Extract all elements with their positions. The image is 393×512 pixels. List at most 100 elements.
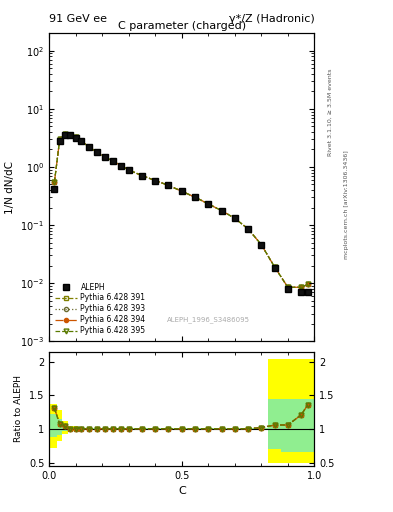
Pythia 6.428 391 bbox=[193, 194, 197, 200]
Pythia 6.428 395 bbox=[110, 158, 115, 164]
Pythia 6.428 393 bbox=[299, 284, 303, 290]
Legend: ALEPH, Pythia 6.428 391, Pythia 6.428 393, Pythia 6.428 394, Pythia 6.428 395: ALEPH, Pythia 6.428 391, Pythia 6.428 39… bbox=[53, 280, 148, 337]
Pythia 6.428 394 bbox=[52, 179, 57, 185]
Pythia 6.428 393 bbox=[233, 215, 237, 221]
Pythia 6.428 395 bbox=[272, 264, 277, 270]
Pythia 6.428 394 bbox=[166, 182, 171, 188]
Pythia 6.428 391 bbox=[73, 134, 78, 140]
Pythia 6.428 394 bbox=[79, 138, 83, 144]
Pythia 6.428 393 bbox=[63, 131, 68, 137]
Pythia 6.428 391 bbox=[86, 144, 91, 150]
Pythia 6.428 391 bbox=[233, 215, 237, 221]
ALEPH bbox=[193, 194, 197, 200]
Pythia 6.428 393 bbox=[153, 178, 158, 184]
Title: C parameter (charged): C parameter (charged) bbox=[118, 21, 246, 31]
Pythia 6.428 394 bbox=[305, 282, 310, 288]
Pythia 6.428 393 bbox=[180, 188, 184, 195]
Line: Pythia 6.428 394: Pythia 6.428 394 bbox=[52, 132, 310, 289]
Pythia 6.428 391 bbox=[110, 158, 115, 164]
Pythia 6.428 395 bbox=[166, 182, 171, 188]
Pythia 6.428 394 bbox=[233, 215, 237, 221]
ALEPH bbox=[286, 286, 290, 292]
Pythia 6.428 394 bbox=[86, 144, 91, 150]
Pythia 6.428 394 bbox=[118, 162, 123, 168]
ALEPH bbox=[79, 138, 83, 144]
Pythia 6.428 394 bbox=[140, 173, 144, 179]
Pythia 6.428 391 bbox=[305, 282, 310, 288]
ALEPH bbox=[180, 188, 184, 195]
Pythia 6.428 395 bbox=[206, 201, 211, 207]
Pythia 6.428 395 bbox=[180, 188, 184, 195]
Pythia 6.428 393 bbox=[272, 264, 277, 270]
Pythia 6.428 395 bbox=[140, 173, 144, 179]
Pythia 6.428 395 bbox=[299, 284, 303, 290]
Text: 91 GeV ee: 91 GeV ee bbox=[49, 14, 107, 24]
Pythia 6.428 391 bbox=[118, 162, 123, 168]
Pythia 6.428 394 bbox=[206, 201, 211, 207]
Pythia 6.428 391 bbox=[246, 226, 250, 232]
ALEPH bbox=[219, 208, 224, 214]
Pythia 6.428 391 bbox=[57, 136, 62, 142]
Pythia 6.428 393 bbox=[140, 173, 144, 179]
Pythia 6.428 393 bbox=[193, 194, 197, 200]
Pythia 6.428 394 bbox=[127, 167, 131, 173]
Pythia 6.428 394 bbox=[63, 131, 68, 137]
Pythia 6.428 394 bbox=[286, 284, 290, 290]
Pythia 6.428 395 bbox=[63, 131, 68, 137]
Pythia 6.428 394 bbox=[73, 134, 78, 140]
Pythia 6.428 391 bbox=[206, 201, 211, 207]
Pythia 6.428 393 bbox=[73, 134, 78, 140]
Line: Pythia 6.428 391: Pythia 6.428 391 bbox=[52, 132, 310, 289]
Pythia 6.428 393 bbox=[246, 226, 250, 232]
Line: Pythia 6.428 393: Pythia 6.428 393 bbox=[52, 132, 310, 289]
Pythia 6.428 393 bbox=[79, 138, 83, 144]
Text: ALEPH_1996_S3486095: ALEPH_1996_S3486095 bbox=[167, 316, 250, 323]
Pythia 6.428 395 bbox=[286, 284, 290, 290]
Y-axis label: Ratio to ALEPH: Ratio to ALEPH bbox=[14, 375, 23, 442]
ALEPH bbox=[95, 149, 99, 155]
Pythia 6.428 395 bbox=[153, 178, 158, 184]
Pythia 6.428 391 bbox=[103, 154, 107, 160]
Pythia 6.428 395 bbox=[73, 134, 78, 140]
ALEPH bbox=[73, 135, 78, 141]
Pythia 6.428 395 bbox=[259, 242, 264, 248]
ALEPH bbox=[86, 144, 91, 150]
ALEPH bbox=[57, 138, 62, 144]
Text: γ*/Z (Hadronic): γ*/Z (Hadronic) bbox=[229, 14, 314, 24]
ALEPH bbox=[118, 163, 123, 169]
ALEPH bbox=[153, 178, 158, 184]
Pythia 6.428 395 bbox=[305, 282, 310, 288]
Pythia 6.428 394 bbox=[68, 132, 73, 138]
ALEPH bbox=[246, 226, 250, 232]
Pythia 6.428 395 bbox=[118, 162, 123, 168]
Pythia 6.428 395 bbox=[233, 215, 237, 221]
Pythia 6.428 393 bbox=[52, 179, 57, 185]
Pythia 6.428 394 bbox=[193, 194, 197, 200]
Pythia 6.428 393 bbox=[95, 149, 99, 155]
ALEPH bbox=[110, 158, 115, 164]
Pythia 6.428 395 bbox=[219, 207, 224, 214]
X-axis label: C: C bbox=[178, 486, 185, 496]
Pythia 6.428 394 bbox=[180, 188, 184, 195]
ALEPH bbox=[103, 154, 107, 160]
Pythia 6.428 393 bbox=[305, 282, 310, 288]
ALEPH bbox=[68, 132, 73, 138]
Text: mcplots.cern.ch [arXiv:1306.3436]: mcplots.cern.ch [arXiv:1306.3436] bbox=[344, 151, 349, 259]
Pythia 6.428 395 bbox=[68, 132, 73, 138]
Pythia 6.428 395 bbox=[79, 138, 83, 144]
Pythia 6.428 391 bbox=[140, 173, 144, 179]
ALEPH bbox=[52, 186, 57, 192]
ALEPH bbox=[63, 132, 68, 138]
Pythia 6.428 395 bbox=[52, 179, 57, 185]
Pythia 6.428 393 bbox=[286, 284, 290, 290]
Pythia 6.428 391 bbox=[299, 284, 303, 290]
Pythia 6.428 391 bbox=[63, 131, 68, 137]
ALEPH bbox=[140, 173, 144, 179]
Pythia 6.428 395 bbox=[86, 144, 91, 150]
Pythia 6.428 391 bbox=[95, 149, 99, 155]
Pythia 6.428 393 bbox=[259, 242, 264, 248]
Pythia 6.428 391 bbox=[286, 284, 290, 290]
Pythia 6.428 391 bbox=[153, 178, 158, 184]
Pythia 6.428 393 bbox=[103, 154, 107, 160]
Pythia 6.428 393 bbox=[110, 158, 115, 164]
